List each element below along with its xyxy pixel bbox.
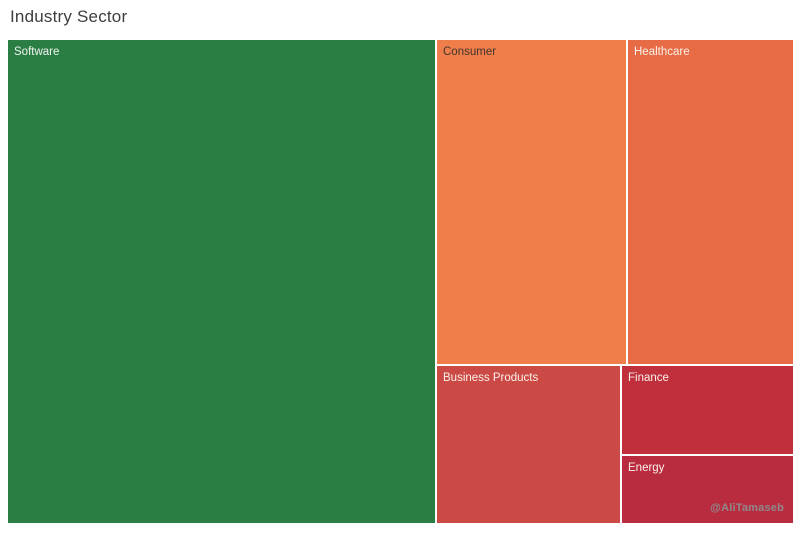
treemap-tile-label-healthcare: Healthcare	[634, 46, 690, 58]
treemap-tile-healthcare[interactable]: Healthcare	[628, 40, 793, 364]
treemap-tile-label-business-products: Business Products	[443, 372, 539, 384]
treemap-tile-label-finance: Finance	[628, 372, 669, 384]
treemap-tile-label-energy: Energy	[628, 462, 665, 474]
treemap: Software Consumer Healthcare Business Produ…	[8, 40, 793, 523]
treemap-tile-business-products[interactable]: Business Products	[437, 366, 620, 523]
treemap-tile-software[interactable]: Software	[8, 40, 435, 523]
treemap-tile-finance[interactable]: Finance	[622, 366, 793, 454]
treemap-tile-energy[interactable]: Energy	[622, 456, 793, 523]
treemap-tile-label-software: Software	[14, 46, 60, 58]
chart-title: Industry Sector	[10, 7, 128, 26]
treemap-tile-label-consumer: Consumer	[443, 46, 497, 58]
treemap-tile-consumer[interactable]: Consumer	[437, 40, 626, 364]
